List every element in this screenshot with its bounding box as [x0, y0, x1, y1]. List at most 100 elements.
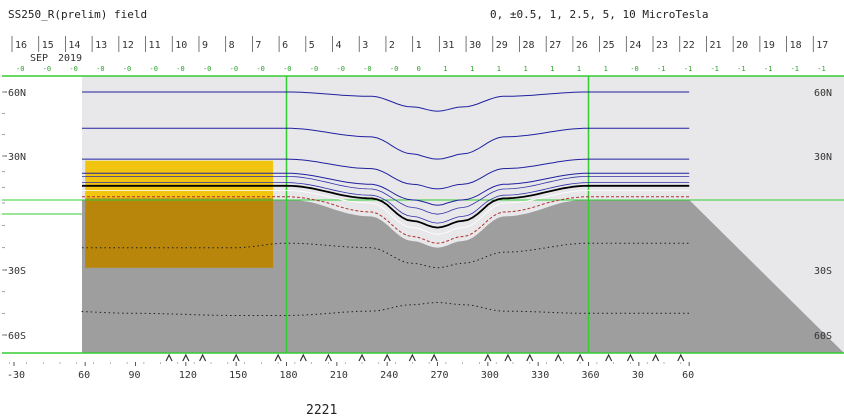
- index-value: -0: [630, 65, 638, 73]
- contour-series-6: [82, 242, 690, 269]
- day-tick-label: 1: [416, 40, 422, 51]
- x-tick-label: 60: [78, 370, 90, 381]
- track-marker: [484, 353, 492, 362]
- index-value: -0: [203, 65, 211, 73]
- y-tick-left: 60S: [8, 331, 26, 342]
- index-value: -0: [69, 65, 77, 73]
- index-value: -0: [256, 65, 264, 73]
- index-value: 1: [577, 65, 581, 73]
- date-year-label: 2019: [58, 53, 82, 64]
- date-month-label: SEP: [30, 53, 48, 64]
- day-ruler-background: [0, 36, 844, 52]
- track-marker: [383, 353, 391, 362]
- plot-area: [2, 75, 844, 362]
- index-value: -0: [176, 65, 184, 73]
- day-tick-label: 12: [122, 40, 134, 51]
- contour-series-2: [82, 158, 690, 190]
- track-marker: [677, 353, 685, 362]
- y-axis-left: 60N 30N 30S 60S: [2, 88, 26, 342]
- contour-series-0: [82, 91, 690, 112]
- x-tick-label: 150: [229, 370, 247, 381]
- day-tick-label: 27: [549, 40, 561, 51]
- footer-number: 2221: [306, 403, 337, 418]
- day-tick-label: 17: [816, 40, 828, 51]
- track-marker: [605, 353, 613, 362]
- y-tick-left: 30S: [8, 266, 26, 277]
- index-value: -1: [764, 65, 772, 73]
- index-value: 1: [550, 65, 554, 73]
- y-tick-left: 30N: [8, 152, 26, 163]
- day-tick-label: 29: [496, 40, 508, 51]
- track-marker: [199, 353, 207, 362]
- day-tick-label: 2: [389, 40, 395, 51]
- index-value: -0: [337, 65, 345, 73]
- x-tick-label: -30: [7, 370, 25, 381]
- day-tick-label: 6: [282, 40, 288, 51]
- x-tick-label: 180: [280, 370, 298, 381]
- contour-minor-1: [82, 182, 690, 224]
- highlight-region-north: [85, 160, 274, 199]
- y-tick-left: 60N: [8, 88, 26, 99]
- track-marker: [299, 353, 307, 362]
- track-marker: [526, 353, 534, 362]
- x-tick-label: 210: [330, 370, 348, 381]
- index-value: 1: [470, 65, 474, 73]
- day-tick-label: 4: [336, 40, 342, 51]
- track-marker: [165, 353, 173, 362]
- highlight-region-south: [85, 198, 274, 268]
- x-tick-label: 300: [481, 370, 499, 381]
- day-tick-label: 5: [309, 40, 315, 51]
- day-tick-label: 31: [442, 40, 454, 51]
- y-tick-right: 30S: [814, 266, 832, 277]
- y-axis-right: 60N 30N 30S 60S: [814, 88, 832, 342]
- day-tick-label: 30: [469, 40, 481, 51]
- track-marker: [358, 353, 366, 362]
- index-value-row: -0 -0 -0 -0 -0 -0 -0 -0 -0 -0 -0 -0 -0 -0 -0 0 1 1 1 1 1 1 1 -0…: [16, 65, 826, 73]
- day-tick-label: 28: [522, 40, 534, 51]
- contour-series-4: [82, 184, 690, 229]
- index-value: -1: [710, 65, 718, 73]
- index-value: -0: [310, 65, 318, 73]
- day-tick-label: 8: [229, 40, 235, 51]
- day-tick-label: 3: [362, 40, 368, 51]
- y-tick-right: 60S: [814, 331, 832, 342]
- x-tick-label: 60: [682, 370, 694, 381]
- day-tick-label: 15: [42, 40, 54, 51]
- day-tick-label: 24: [629, 40, 641, 51]
- day-tick-label: 9: [202, 40, 208, 51]
- day-tick-label: 25: [603, 40, 615, 51]
- track-marker: [430, 353, 438, 362]
- day-tick-label: 13: [95, 40, 107, 51]
- index-value: -0: [283, 65, 291, 73]
- track-marker: [504, 353, 512, 362]
- contour-minor-0: [82, 176, 690, 215]
- index-value: 1: [443, 65, 447, 73]
- contour-series-5: [82, 196, 690, 244]
- day-tick-ruler: 16 15 14 13 12 11 10 9 8 7 6 5 4 3 2 1 31 30 29 28 27 26 25 24 2…: [0, 36, 844, 52]
- day-tick-label: 20: [736, 40, 748, 51]
- x-tick-label: 30: [632, 370, 644, 381]
- y-tick-right: 60N: [814, 88, 832, 99]
- day-tick-label: 22: [683, 40, 695, 51]
- track-marker: [626, 353, 634, 362]
- index-value: -0: [363, 65, 371, 73]
- index-value: 1: [497, 65, 501, 73]
- contour-series-1: [82, 127, 690, 160]
- x-tick-label: 120: [179, 370, 197, 381]
- contour-lines: [81, 91, 690, 316]
- day-tick-label: 19: [763, 40, 775, 51]
- x-tick-label: 240: [380, 370, 398, 381]
- day-tick-label: 10: [175, 40, 187, 51]
- x-tick-label: 90: [129, 370, 141, 381]
- contour-series-3: [82, 172, 690, 206]
- day-tick-label: 16: [15, 40, 27, 51]
- index-value: 1: [604, 65, 608, 73]
- day-tick-label: 7: [255, 40, 261, 51]
- track-marker: [652, 353, 660, 362]
- chart-title: SS250_R(prelim) field: [8, 8, 147, 21]
- index-value: -0: [96, 65, 104, 73]
- index-value: -0: [43, 65, 51, 73]
- index-value: -0: [230, 65, 238, 73]
- index-value: 1: [523, 65, 527, 73]
- track-marker: [554, 353, 562, 362]
